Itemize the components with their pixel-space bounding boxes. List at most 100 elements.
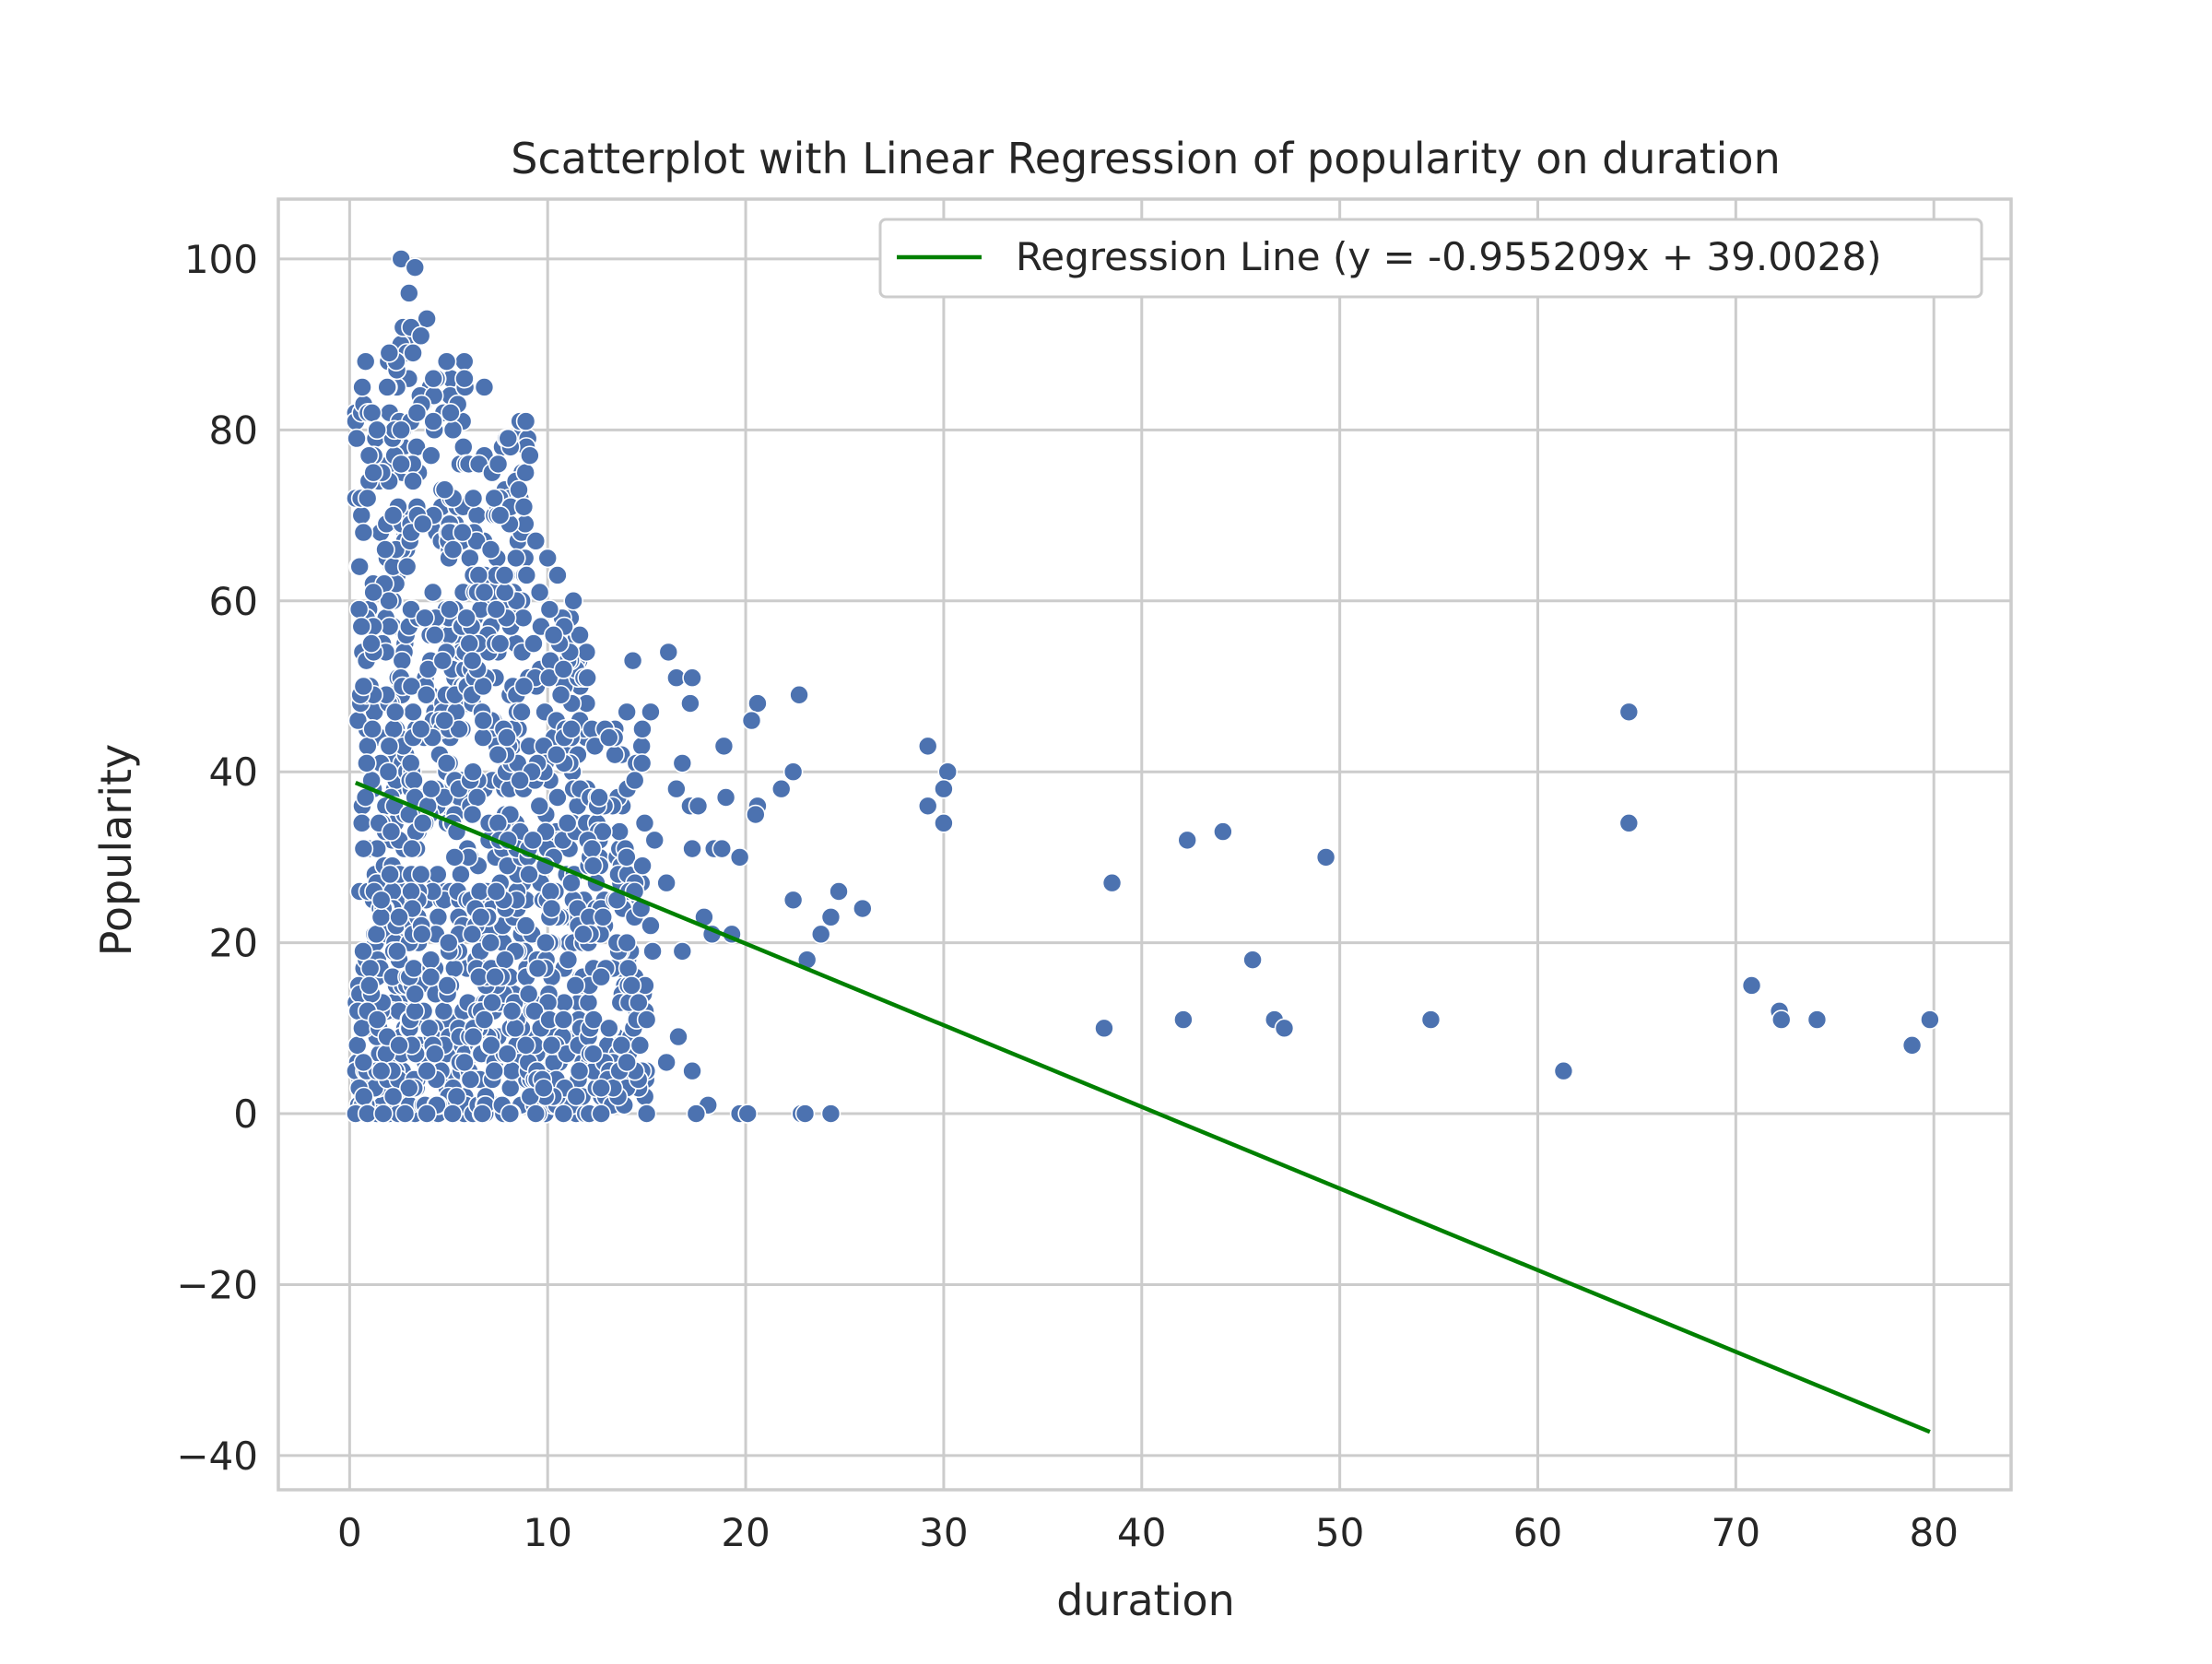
scatter-point <box>436 753 457 773</box>
scatter-point <box>515 411 536 431</box>
scatter-point <box>379 343 400 363</box>
x-axis-label: duration <box>1056 1575 1235 1625</box>
scatter-point <box>656 1052 677 1073</box>
tick-labels: 0 10 20 30 40 50 60 70 80 −40 −20 0 20 40 60 80 100 <box>176 237 1959 1555</box>
scatter-point <box>456 608 477 629</box>
scatter-point <box>362 719 382 739</box>
scatter-point <box>417 1103 437 1124</box>
scatter-point <box>632 856 653 876</box>
scatter-point <box>582 856 604 876</box>
scatter-point <box>392 650 413 671</box>
scatter-point <box>418 1018 440 1039</box>
scatter-point <box>578 992 599 1013</box>
scatter-point <box>1618 702 1640 723</box>
scatter-point <box>794 1103 816 1124</box>
x-tick-label: 30 <box>919 1510 968 1555</box>
chart-title: Scatterplot with Linear Regression of po… <box>511 134 1780 183</box>
scatter-point <box>348 599 370 620</box>
scatter-point <box>480 932 501 953</box>
scatter-point <box>440 599 460 620</box>
scatter-point <box>644 830 665 851</box>
scatter-point <box>682 838 702 859</box>
scatter-point <box>1420 1009 1441 1030</box>
scatter-point <box>399 1078 419 1099</box>
scatter-point <box>433 1000 454 1021</box>
scatter-point <box>437 975 458 996</box>
scatter-point <box>573 924 594 945</box>
scatter-point <box>432 650 453 671</box>
scatter-point <box>412 513 433 535</box>
y-tick-label: 80 <box>209 407 258 453</box>
scatter-point <box>498 428 519 449</box>
scatter-point <box>488 744 509 765</box>
scatter-point <box>481 1035 501 1056</box>
scatter-point <box>934 813 954 833</box>
scatter-point <box>500 1078 521 1099</box>
scatter-point <box>535 932 556 953</box>
y-tick-label: −20 <box>176 1262 258 1307</box>
scatter-point <box>486 881 507 902</box>
scatter-point <box>488 454 509 475</box>
scatter-point <box>609 821 629 842</box>
scatter-point <box>618 958 639 979</box>
scatter-point <box>428 907 449 927</box>
scatter-point <box>444 958 465 979</box>
y-tick-label: 100 <box>184 237 258 282</box>
scatter-point <box>358 736 378 757</box>
scatter-point <box>351 505 372 525</box>
scatter-point <box>553 659 574 679</box>
scatter-point <box>377 377 397 397</box>
scatter-point <box>347 428 367 449</box>
scatter-point <box>423 411 443 431</box>
scatter-point <box>501 1000 523 1021</box>
scatter-point <box>484 1060 504 1081</box>
plot-frame <box>276 197 2013 1492</box>
scatter-point <box>631 736 652 757</box>
scatter-point <box>394 1103 416 1124</box>
scatter-point <box>1173 1009 1194 1030</box>
scatter-point <box>453 351 475 372</box>
scatter-point <box>474 377 495 397</box>
scatter-point <box>382 1086 404 1107</box>
scatter-point <box>463 1026 484 1047</box>
scatter-point <box>463 761 483 782</box>
scatter-point <box>375 539 395 560</box>
scatter-point <box>782 761 804 782</box>
scatter-point <box>459 633 480 654</box>
scatter-point <box>829 881 849 902</box>
scatter-point <box>547 787 568 808</box>
scatter-point <box>474 582 495 603</box>
legend: Regression Line (y = -0.955209x + 39.002… <box>878 218 1983 299</box>
scatter-point <box>446 1086 467 1107</box>
scatter-point <box>460 548 480 569</box>
regression-line-layer <box>354 781 1931 1434</box>
scatter-point <box>352 377 372 397</box>
scatter-point <box>436 351 457 372</box>
legend-box <box>878 218 1983 299</box>
scatter-point <box>384 702 406 723</box>
scatter-point <box>473 710 494 731</box>
scatter-point <box>631 753 653 773</box>
scatter-point <box>405 257 426 277</box>
scatter-point <box>391 454 412 475</box>
scatter-point <box>513 676 535 697</box>
scatter-point <box>512 702 532 723</box>
scatter-point <box>1177 830 1197 851</box>
scatter-point <box>566 1086 587 1107</box>
scatter-point <box>405 1000 425 1021</box>
scatter-point <box>621 975 642 996</box>
scatter-point <box>622 650 643 671</box>
scatter-point <box>680 693 700 714</box>
scatter-point <box>442 539 464 560</box>
scatter-point <box>451 864 471 885</box>
scatter-point <box>820 907 841 927</box>
scatter-point <box>353 676 374 697</box>
scatter-point <box>737 1103 759 1124</box>
scatter-point <box>1213 821 1233 842</box>
scatter-point <box>355 351 376 372</box>
scatter-point <box>422 582 443 603</box>
scatter-point <box>484 488 504 509</box>
scatter-point <box>515 462 535 483</box>
scatter-point <box>489 505 511 525</box>
